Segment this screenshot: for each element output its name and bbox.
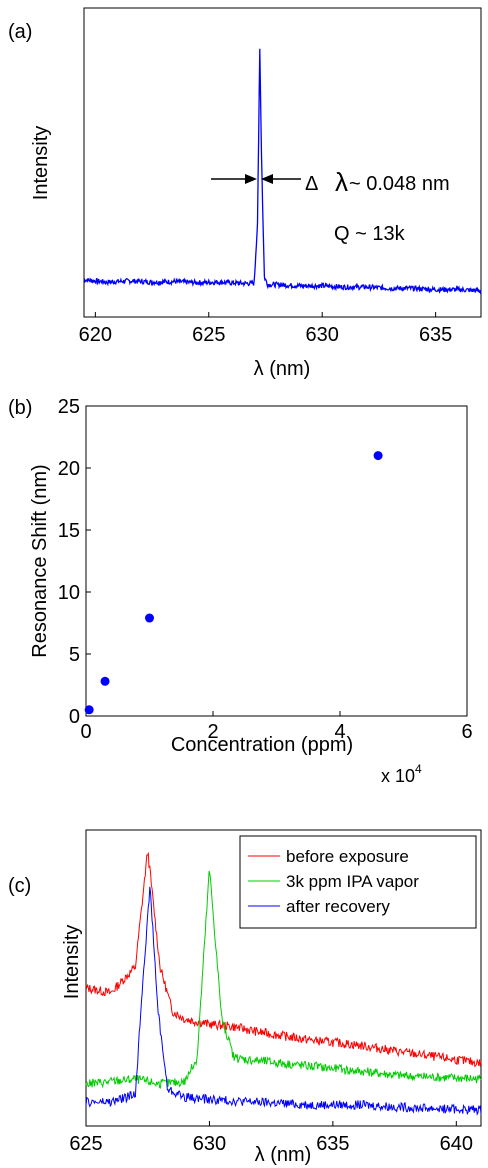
panel-b-x-tick-label: 0 — [80, 721, 91, 743]
panel-a-x-axis-label: λ (nm) — [254, 358, 311, 380]
panel-b-axes-frame — [85, 405, 468, 717]
panel-c-x-tick-label: 625 — [69, 1133, 102, 1155]
panel-b-y-tick-label: 15 — [58, 520, 80, 542]
panel-b-x-multiplier: x 104 — [381, 762, 422, 786]
panel-b-x-tick-label: 2 — [207, 721, 218, 743]
panel-b-x-axis-label: Concentration (ppm) — [171, 734, 353, 756]
panel-b-y-tick-label: 20 — [58, 458, 80, 480]
panel-a-x-ticks: 620 625 630 635 — [79, 312, 452, 346]
legend-label-ipa: 3k ppm IPA vapor — [286, 872, 419, 891]
panel-c-legend: before exposure 3k ppm IPA vapor after r… — [239, 835, 477, 929]
panel-c-x-ticks: 625 630 635 640 — [69, 1121, 473, 1155]
panel-c-x-tick-label: 635 — [316, 1133, 349, 1155]
panel-b-y-ticks: 0 5 10 15 20 25 — [58, 396, 91, 728]
linewidth-arrows — [211, 174, 301, 184]
panel-b-y-tick-label: 5 — [69, 644, 80, 666]
panel-b-data-point — [373, 451, 383, 461]
panel-b-x-multiplier-exponent: 4 — [415, 762, 422, 776]
annotation-delta: Δ — [305, 173, 318, 195]
panel-b-y-tick-label: 25 — [58, 396, 80, 418]
panel-a-x-tick-label: 625 — [192, 324, 225, 346]
panel-c-x-tick-label: 640 — [440, 1133, 473, 1155]
panel-a: (a) 620 625 630 635 λ (nm) Intensity Δ λ ~ … — [8, 7, 482, 380]
panel-a-spectrum-line — [83, 48, 482, 295]
panel-b-label: (b) — [8, 397, 32, 419]
panel-a-label: (a) — [8, 21, 32, 43]
linewidth-arrow-right-head — [261, 174, 273, 184]
panel-c-series-lines — [85, 851, 482, 1116]
linewidth-arrow-left-head — [245, 174, 257, 184]
panel-a-x-tick-label: 620 — [79, 324, 112, 346]
panel-a-axes-frame — [83, 7, 482, 318]
panel-c-axes-frame — [85, 829, 482, 1127]
legend-label-before: before exposure — [286, 847, 409, 866]
panel-c-series-line-after-recovery — [85, 886, 482, 1116]
panel-c-x-tick-label: 630 — [193, 1133, 226, 1155]
annotation-lambda: λ — [335, 167, 348, 197]
panel-c-x-axis-label: λ (nm) — [255, 1144, 312, 1166]
panel-c: (c) 625 630 635 640 λ (nm) Intensity before… — [8, 829, 482, 1166]
panel-b-data-point — [145, 613, 154, 623]
panel-a-x-tick-label: 635 — [419, 324, 452, 346]
panel-b-y-tick-label: 10 — [58, 582, 80, 604]
panel-c-series-line-before-exposure — [85, 851, 482, 1068]
legend-box — [239, 835, 477, 929]
panel-b-data-points — [84, 451, 383, 715]
panel-a-x-tick-label: 630 — [306, 324, 339, 346]
panel-a-y-axis-label: Intensity — [30, 126, 52, 200]
panel-b-y-tick-label: 0 — [69, 706, 80, 728]
panel-b-data-point — [84, 705, 94, 715]
panel-c-y-axis-label: Intensity — [61, 925, 83, 999]
panel-b-data-point — [100, 676, 110, 686]
panel-b-x-tick-label: 6 — [461, 721, 472, 743]
panel-b-x-multiplier-base: x 10 — [381, 766, 415, 786]
panel-c-label: (c) — [8, 875, 31, 897]
legend-label-after: after recovery — [286, 897, 390, 916]
panel-b-y-axis-label: Resonance Shift (nm) — [29, 464, 51, 657]
annotation-q-factor: Q ~ 13k — [334, 223, 406, 245]
annotation-linewidth-value: ~ 0.048 nm — [349, 173, 450, 195]
panel-b-x-tick-label: 4 — [334, 721, 345, 743]
panel-c-series-line-ipa-vapor — [85, 870, 482, 1089]
